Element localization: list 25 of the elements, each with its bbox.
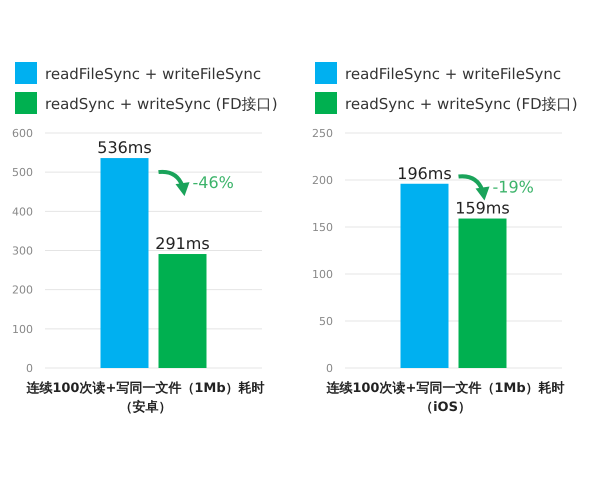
data-label: 196ms — [397, 164, 452, 183]
y-tick-label: 200 — [312, 174, 333, 187]
annotation: -19% — [492, 178, 534, 197]
y-tick-label: 150 — [312, 221, 333, 234]
y-tick-label: 100 — [312, 268, 333, 281]
y-tick-label: 600 — [12, 127, 33, 140]
y-tick-label: 0 — [26, 362, 33, 375]
legend-label: readFileSync + writeFileSync — [45, 65, 262, 83]
annotation: -46% — [192, 173, 234, 192]
x-axis-title: 连续100次读+写同一文件（1Mb）耗时（安卓） — [25, 380, 265, 415]
y-tick-label: 100 — [12, 322, 33, 336]
legend-label: readSync + writeSync (FD接口) — [45, 95, 278, 113]
x-axis-title: 连续100次读+写同一文件（1Mb）耗时（iOS） — [325, 380, 565, 415]
legend-label: readFileSync + writeFileSync — [345, 65, 562, 83]
y-tick-label: 300 — [12, 244, 33, 258]
y-tick-label: 200 — [12, 284, 33, 297]
y-tick-label: 0 — [326, 362, 333, 375]
data-label: 291ms — [155, 234, 210, 254]
y-tick-label: 400 — [12, 205, 33, 218]
y-tick-label: 50 — [319, 315, 333, 328]
y-tick-label: 500 — [12, 166, 33, 180]
data-label: 159ms — [455, 198, 510, 218]
legend-label: readSync + writeSync (FD接口) — [345, 95, 578, 113]
data-label: 536ms — [97, 138, 152, 158]
y-tick-label: 250 — [312, 127, 333, 140]
